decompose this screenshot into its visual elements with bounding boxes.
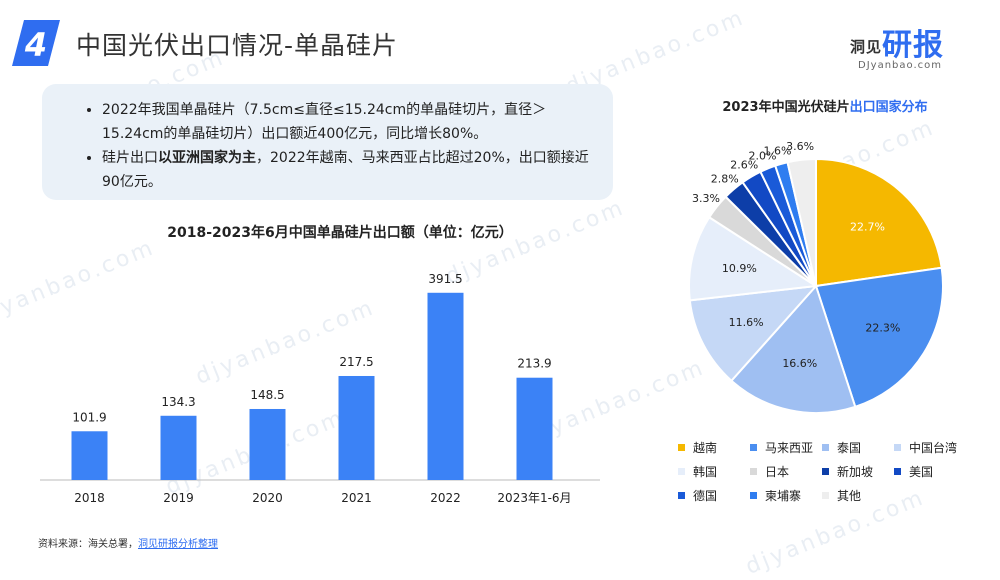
badge-number: 4	[24, 26, 47, 64]
bar	[249, 408, 286, 480]
legend-swatch	[750, 492, 757, 499]
logo-main-text: 研报	[882, 28, 945, 63]
pie-value-label: 3.3%	[692, 192, 720, 205]
pie-slice	[814, 266, 944, 409]
legend-label: 德国	[693, 489, 718, 503]
legend-label: 马来西亚	[765, 441, 814, 455]
x-tick-label: 2018	[74, 491, 105, 505]
x-tick-label: 2021	[341, 491, 372, 505]
legend-label: 新加坡	[837, 465, 874, 479]
pie-slice	[786, 157, 817, 287]
legend-item: 德国	[678, 486, 717, 506]
summary-emphasis: 以亚洲国家为主	[158, 150, 256, 166]
source-link[interactable]: 洞见研报分析整理	[138, 539, 218, 550]
brand-logo: 洞见研报 DJyanbao.com	[850, 20, 960, 80]
legend-label: 其他	[837, 489, 862, 503]
bar-chart: 101.9 2018 134.3 2019 148.5 2020 217.5 2021 391.…	[40, 272, 600, 505]
bar-value-label: 217.5	[339, 355, 373, 369]
bar	[160, 415, 197, 480]
logo-small-text: 洞见	[850, 38, 883, 56]
bar	[427, 292, 464, 480]
legend-item: 马来西亚	[750, 438, 813, 458]
legend-swatch	[750, 468, 757, 475]
legend-item: 柬埔寨	[750, 486, 801, 506]
legend-item: 日本	[750, 462, 789, 482]
legend-swatch	[894, 468, 901, 475]
legend-item: 韩国	[678, 462, 717, 482]
bar-value-label: 391.5	[428, 272, 462, 286]
summary-bullet-2: 硅片出口以亚洲国家为主，2022年越南、马来西亚占比超过20%，出口额接近90亿…	[102, 146, 589, 194]
bar-value-label: 148.5	[250, 388, 284, 402]
legend-label: 柬埔寨	[765, 489, 802, 503]
pie-value-label: 2.0%	[748, 150, 776, 163]
pie-slice	[688, 215, 819, 302]
legend-item: 其他	[822, 486, 861, 506]
summary-box: 2022年我国单晶硅片（7.5cm≤直径≤15.24cm的单晶硅切片，直径＞15…	[42, 84, 613, 200]
source-note: 资料来源：海关总署，洞见研报分析整理	[38, 539, 218, 550]
legend-swatch	[822, 444, 829, 451]
legend-label: 越南	[693, 441, 718, 455]
pie-value-label: 1.6%	[764, 144, 792, 157]
legend-swatch	[822, 492, 829, 499]
legend-swatch	[822, 468, 829, 475]
pie-value-label: 10.9%	[722, 262, 757, 275]
logo-url: DJyanbao.com	[858, 60, 942, 71]
bar-value-label: 213.9	[517, 357, 551, 371]
pie-value-label: 22.7%	[850, 220, 885, 233]
legend-swatch	[678, 492, 685, 499]
legend-swatch	[750, 444, 757, 451]
bar	[338, 375, 375, 480]
pie-value-label: 3.6%	[786, 140, 814, 153]
pie-value-label: 22.3%	[865, 322, 900, 335]
x-tick-label: 2022	[430, 491, 461, 505]
bar-value-label: 134.3	[161, 395, 195, 409]
x-tick-label: 2023年1-6月	[497, 491, 571, 505]
page-title: 中国光伏出口情况-单晶硅片	[76, 31, 399, 60]
section-number-badge: 4	[12, 20, 60, 66]
pie-chart: 22.7% 22.3% 16.6% 11.6% 10.9% 3.3% 2.8%2.6%2.0…	[688, 140, 944, 414]
legend-item: 中国台湾	[894, 438, 957, 458]
legend-label: 美国	[909, 465, 934, 479]
pie-slice	[688, 284, 819, 383]
bar-value-label: 101.9	[72, 410, 106, 424]
legend-label: 日本	[765, 465, 790, 479]
summary-bullet-1: 2022年我国单晶硅片（7.5cm≤直径≤15.24cm的单晶硅切片，直径＞15…	[102, 98, 589, 146]
pie-value-label: 2.6%	[730, 159, 758, 172]
legend-swatch	[894, 444, 901, 451]
bar-chart-title: 2018-2023年6月中国单晶硅片出口额（单位：亿元）	[167, 225, 513, 241]
pie-value-label: 11.6%	[729, 316, 764, 329]
legend-item: 美国	[894, 462, 933, 482]
pie-slice	[730, 284, 857, 414]
legend-label: 中国台湾	[909, 441, 958, 455]
legend-item: 泰国	[822, 438, 861, 458]
pie-value-label: 16.6%	[782, 357, 817, 370]
legend-label: 韩国	[693, 465, 718, 479]
x-tick-label: 2020	[252, 491, 283, 505]
bar	[71, 431, 108, 480]
x-tick-label: 2019	[163, 491, 194, 505]
legend-swatch	[678, 468, 685, 475]
pie-value-label: 2.8%	[711, 172, 739, 185]
bar	[516, 377, 553, 480]
legend-swatch	[678, 444, 685, 451]
pie-chart-title: 2023年中国光伏硅片出口国家分布	[722, 100, 928, 115]
pie-slice	[815, 157, 943, 288]
legend-item: 新加坡	[822, 462, 873, 482]
legend-label: 泰国	[837, 441, 862, 455]
legend-item: 越南	[678, 438, 717, 458]
